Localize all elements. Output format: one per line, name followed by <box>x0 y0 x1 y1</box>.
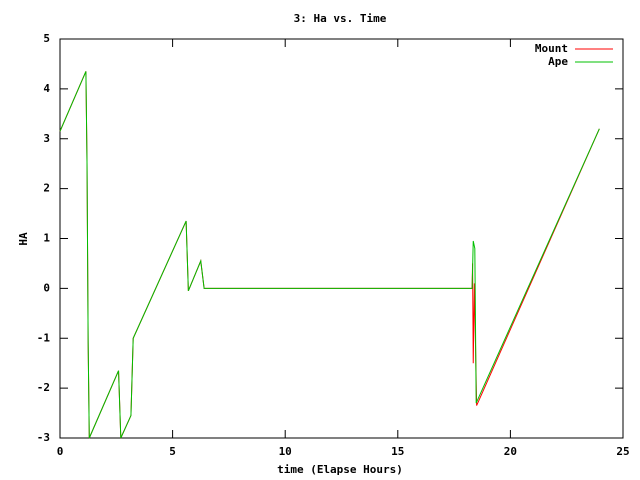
series-line <box>59 71 600 439</box>
y-tick-label: -1 <box>37 331 51 344</box>
y-axis-label: HA <box>17 232 30 246</box>
y-tick-label: 5 <box>43 32 50 45</box>
chart-title: 3: Ha vs. Time <box>294 12 387 25</box>
legend-label: Ape <box>548 55 568 68</box>
x-tick-label: 15 <box>391 445 404 458</box>
series-line <box>59 71 600 439</box>
y-tick-label: 2 <box>43 182 50 195</box>
y-tick-label: -3 <box>37 431 50 444</box>
legend-label: Mount <box>535 42 568 55</box>
x-tick-label: 10 <box>279 445 292 458</box>
plot-frame <box>59 38 624 439</box>
y-tick-label: 0 <box>43 281 50 294</box>
x-tick-label: 5 <box>169 445 176 458</box>
x-tick-label: 25 <box>616 445 629 458</box>
x-tick-label: 20 <box>504 445 517 458</box>
x-axis-label: time (Elapse Hours) <box>277 463 403 476</box>
x-tick-label: 0 <box>57 445 64 458</box>
y-tick-label: 3 <box>43 132 50 145</box>
y-tick-label: 1 <box>43 232 50 245</box>
y-tick-label: -2 <box>37 381 50 394</box>
y-tick-label: 4 <box>43 82 50 95</box>
